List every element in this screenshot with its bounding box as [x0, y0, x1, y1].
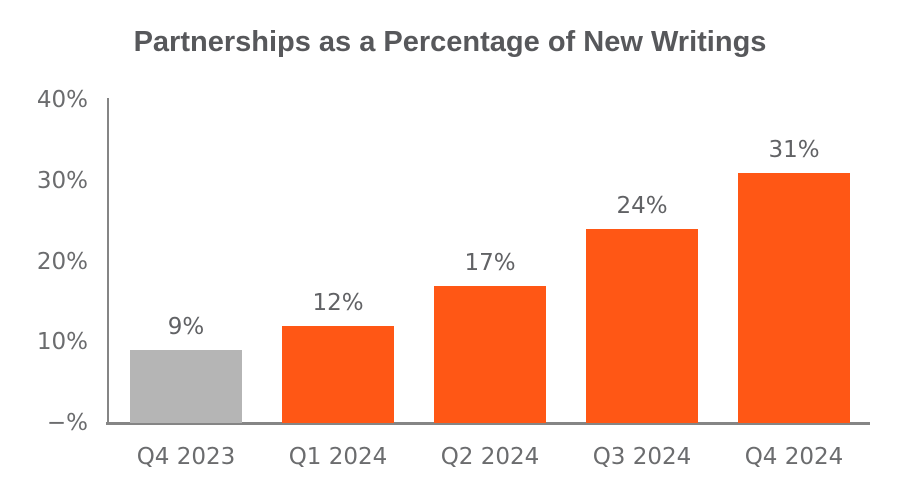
bar-q4-2024 — [738, 172, 850, 423]
bar-q4-2023 — [130, 350, 242, 423]
y-tick-label: 30% — [36, 167, 88, 194]
bar-value-label-q4-2023: 9% — [167, 314, 205, 341]
bar-q2-2024 — [434, 285, 546, 423]
x-axis-label-q4-2024: Q4 2024 — [744, 444, 844, 470]
bar-value-label-q3-2024: 24% — [616, 193, 668, 220]
bar-value-label-q1-2024: 12% — [312, 290, 364, 317]
bar-value-label-q4-2024: 31% — [768, 136, 820, 163]
y-tick-label: 10% — [36, 329, 88, 356]
x-axis-label-q1-2024: Q1 2024 — [288, 444, 388, 470]
x-axis-line — [106, 422, 870, 425]
y-tick-label: −% — [46, 410, 88, 436]
bar-q3-2024 — [586, 229, 698, 423]
bar-q1-2024 — [282, 326, 394, 423]
x-axis-label-q4-2023: Q4 2023 — [136, 444, 236, 470]
y-axis-line — [107, 98, 109, 425]
y-tick-label: 20% — [36, 248, 88, 275]
bar-value-label-q2-2024: 17% — [464, 249, 516, 276]
x-axis-label-q3-2024: Q3 2024 — [592, 444, 692, 470]
chart-title: Partnerships as a Percentage of New Writ… — [133, 26, 767, 58]
y-tick-label: 40% — [36, 87, 88, 113]
x-axis-label-q2-2024: Q2 2024 — [440, 444, 540, 470]
